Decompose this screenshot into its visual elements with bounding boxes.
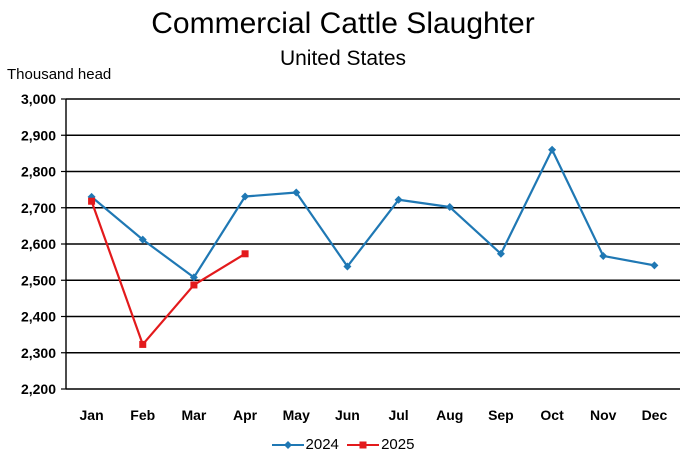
y-tick-label: 2,500 xyxy=(21,272,56,288)
data-point-2024 xyxy=(650,261,659,270)
data-point-2024 xyxy=(599,251,608,260)
y-axis-label: Thousand head xyxy=(7,66,112,83)
data-point-2025 xyxy=(241,250,249,258)
legend-item-2025: 2025 xyxy=(347,436,414,454)
series-line-2025 xyxy=(90,200,246,346)
data-point-2024 xyxy=(292,188,301,197)
data-point-2024 xyxy=(548,145,557,154)
y-tick-label: 2,200 xyxy=(21,381,56,397)
x-tick-label: Sep xyxy=(488,407,514,423)
x-tick-label: Jul xyxy=(388,407,408,423)
x-tick-label: Jan xyxy=(80,407,104,423)
legend-marker-2025 xyxy=(359,441,367,449)
y-tick-label: 3,000 xyxy=(21,91,56,107)
series-line-2024 xyxy=(90,148,655,279)
data-point-2024 xyxy=(445,203,454,212)
chart-subtitle: United States xyxy=(279,47,407,70)
legend-label-2025: 2025 xyxy=(381,436,415,453)
legend-line-2024 xyxy=(271,441,304,449)
legend-line-2025 xyxy=(347,441,380,449)
data-point-2024 xyxy=(394,195,403,204)
y-tick-label: 2,400 xyxy=(21,309,56,325)
x-tick-label: Aug xyxy=(436,407,463,423)
chart-title: Commercial Cattle Slaughter xyxy=(151,7,535,40)
x-tick-label: Jun xyxy=(335,407,360,423)
y-tick-label: 2,300 xyxy=(21,345,56,361)
data-point-2024 xyxy=(343,262,352,271)
data-point-2024 xyxy=(496,249,505,258)
data-point-2024 xyxy=(138,235,147,244)
y-tick-label: 2,900 xyxy=(21,127,56,143)
y-tick-label: 2,600 xyxy=(21,236,56,252)
data-point-2024 xyxy=(241,192,250,201)
x-tick-label: Mar xyxy=(181,407,206,423)
x-tick-label: Feb xyxy=(130,407,155,423)
x-tick-label: Nov xyxy=(590,407,617,423)
legend: 2024 2025 xyxy=(0,436,686,456)
y-tick-label: 2,700 xyxy=(21,200,56,216)
data-point-2024 xyxy=(189,273,198,282)
legend-item-2024: 2024 xyxy=(271,436,339,454)
data-point-2025 xyxy=(190,281,198,289)
x-tick-label: Dec xyxy=(642,407,668,423)
data-point-2025 xyxy=(139,340,147,348)
x-tick-label: Oct xyxy=(540,407,564,423)
legend-marker-2024 xyxy=(283,441,292,449)
y-tick-label: 2,800 xyxy=(21,164,56,180)
legend-label-2024: 2024 xyxy=(305,436,339,453)
data-point-2025 xyxy=(88,197,96,205)
x-tick-label: Apr xyxy=(233,407,258,423)
x-tick-label: May xyxy=(283,407,310,423)
